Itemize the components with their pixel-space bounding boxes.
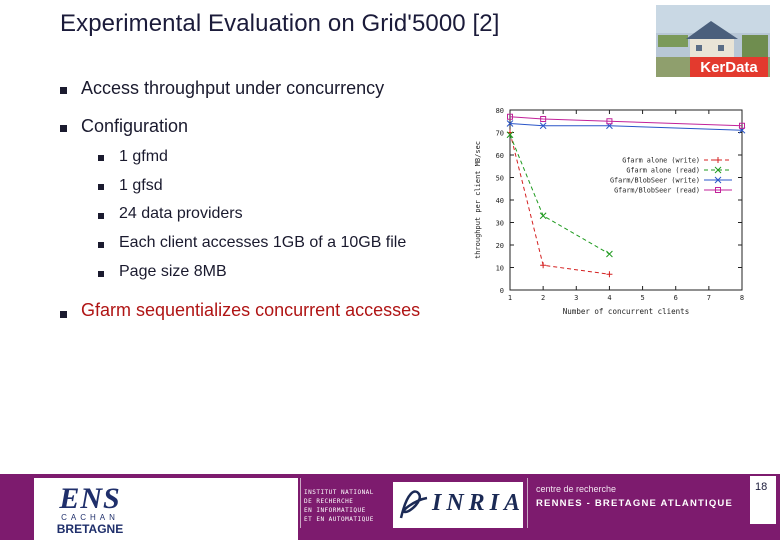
y-tick-label: 30 <box>496 220 504 228</box>
y-tick-label: 10 <box>496 265 504 273</box>
plot-frame <box>509 109 743 291</box>
series-line <box>509 132 610 275</box>
data-point <box>539 122 547 130</box>
y-tick-label: 50 <box>496 175 504 183</box>
kerdata-logo: KerData <box>656 5 770 77</box>
page-number-box <box>750 476 776 524</box>
sub-bullet-gfmd: 1 gfmd <box>119 148 168 165</box>
y-tick-label: 70 <box>496 130 504 138</box>
footer-ens-panel: ENS CACHAN BRETAGNE <box>34 478 298 540</box>
data-point <box>606 118 613 125</box>
inria-signature-icon <box>399 490 428 519</box>
bullet-gfarm-conclusion: Gfarm sequentializes concurrent accesses <box>81 300 421 320</box>
legend-label: Gfarm alone (write) <box>622 157 700 165</box>
legend-label: Gfarm/BlobSeer (write) <box>610 177 700 185</box>
y-tick-label: 40 <box>496 197 504 205</box>
x-tick-label: 2 <box>541 294 545 302</box>
sub-bullet-marker <box>98 271 104 277</box>
bullet-marker <box>60 87 67 94</box>
y-tick-label: 0 <box>500 287 504 295</box>
sub-bullet-client-access: Each client accesses 1GB of a 10GB file <box>119 234 407 251</box>
data-point <box>714 166 722 174</box>
x-tick-label: 3 <box>574 294 578 302</box>
data-point <box>506 120 514 127</box>
sub-bullet-page-size: Page size 8MB <box>119 263 227 280</box>
data-point <box>606 250 613 258</box>
x-tick-label: 7 <box>707 294 711 302</box>
svg-text:ENS: ENS <box>58 482 120 515</box>
x-tick-label: 1 <box>508 294 512 302</box>
footer-divider <box>527 478 528 528</box>
ens-logo: ENS CACHAN BRETAGNE <box>57 482 123 536</box>
data-point <box>507 113 513 120</box>
page-number: 18 <box>755 481 768 493</box>
sub-bullet-marker <box>98 213 104 219</box>
series-line <box>509 123 743 131</box>
data-point <box>715 187 721 193</box>
series-line <box>509 116 743 127</box>
bullet-configuration: Configuration <box>81 116 189 136</box>
svg-text:BRETAGNE: BRETAGNE <box>57 522 123 536</box>
y-axis-label: throughput per client MB/sec <box>474 141 482 259</box>
legend-label: Gfarm alone (read) <box>626 167 700 175</box>
sub-bullet-marker <box>98 184 104 190</box>
x-tick-label: 6 <box>674 294 678 302</box>
x-axis-label: Number of concurrent clients <box>563 307 689 316</box>
bullet-access-throughput: Access throughput under concurrency <box>81 78 385 98</box>
data-point <box>739 122 745 129</box>
series-line <box>509 134 610 255</box>
x-tick-label: 4 <box>607 294 611 302</box>
centre-line-2: RENNES - BRETAGNE ATLANTIQUE <box>536 498 734 509</box>
inria-logo-panel <box>393 482 523 528</box>
inria-logo-text: INRIA <box>432 490 526 516</box>
sub-bullet-data-providers: 24 data providers <box>119 205 243 222</box>
slide-title: Experimental Evaluation on Grid'5000 [2] <box>60 10 500 37</box>
centre-line-1: centre de recherche <box>536 484 617 494</box>
footer-divider <box>300 478 301 528</box>
bullet-marker <box>60 125 67 132</box>
sub-bullet-marker <box>98 155 104 161</box>
data-point <box>540 116 547 122</box>
bullet-marker <box>60 311 67 318</box>
sub-bullet-gfsd: 1 gfsd <box>119 177 163 194</box>
inria-institute-text: INSTITUT NATIONAL DE RECHERCHE EN INFORM… <box>304 489 374 523</box>
data-point <box>506 131 514 139</box>
data-point <box>714 176 722 184</box>
sub-bullet-marker <box>98 242 104 248</box>
y-tick-label: 20 <box>496 242 504 250</box>
x-tick-label: 8 <box>740 294 744 302</box>
x-tick-label: 5 <box>640 294 644 302</box>
kerdata-logo-text: KerData <box>700 59 758 76</box>
svg-text:CACHAN: CACHAN <box>61 513 119 522</box>
data-point <box>539 212 547 220</box>
y-tick-label: 80 <box>496 107 504 115</box>
y-tick-label: 60 <box>496 152 504 160</box>
throughput-chart: 0 10 20 30 40 50 60 70 80 1 2 3 4 5 6 7 8 Number of concu… <box>474 107 746 316</box>
legend-label: Gfarm/BlobSeer (read) <box>614 187 700 195</box>
